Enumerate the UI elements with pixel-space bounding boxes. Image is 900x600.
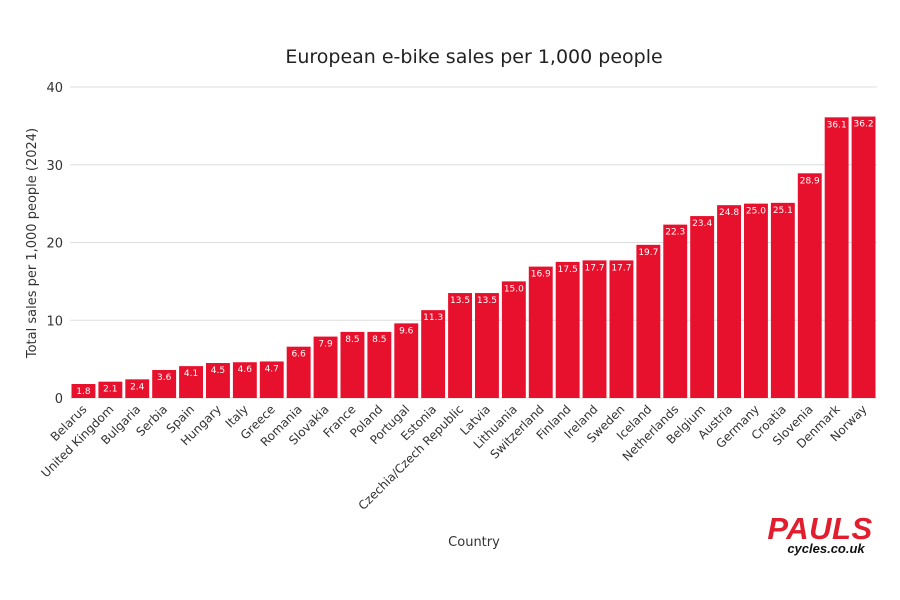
data-label: 3.6	[157, 373, 172, 383]
data-label: 13.5	[450, 296, 470, 306]
data-label: 8.5	[372, 335, 386, 345]
bar	[125, 379, 150, 398]
y-tick-label: 10	[46, 314, 63, 329]
y-tick-label: 30	[46, 159, 63, 174]
bar	[98, 381, 123, 398]
data-label: 17.7	[585, 263, 605, 273]
data-label: 15.0	[504, 284, 524, 294]
bar	[421, 310, 446, 398]
data-label: 22.3	[665, 228, 685, 238]
brand-logo: PAULS cycles.co.uk	[767, 511, 872, 556]
bar	[824, 117, 849, 398]
data-label: 9.6	[399, 326, 414, 336]
bar	[394, 323, 419, 398]
logo-domain: cycles.co.uk	[787, 541, 865, 556]
data-label: 25.0	[746, 207, 766, 217]
bar	[744, 203, 768, 398]
bar	[636, 244, 661, 398]
bar	[501, 281, 526, 398]
bar	[152, 370, 177, 398]
bar	[528, 266, 553, 398]
y-tick-label: 0	[55, 392, 63, 407]
bar	[232, 362, 257, 398]
data-label: 17.5	[558, 265, 578, 275]
bar	[770, 202, 795, 398]
data-label: 25.1	[773, 206, 793, 216]
data-label: 4.5	[211, 366, 225, 376]
bar	[797, 173, 822, 398]
bar	[206, 363, 230, 398]
data-label: 16.9	[531, 270, 551, 280]
y-tick-label: 40	[46, 81, 63, 96]
y-axis-label: Total sales per 1,000 people (2024)	[25, 128, 40, 359]
bar	[717, 205, 741, 398]
bar	[313, 336, 338, 398]
data-label: 11.3	[423, 313, 443, 323]
data-label: 2.1	[103, 385, 117, 395]
data-label: 36.1	[827, 120, 847, 130]
data-label: 2.4	[130, 382, 145, 392]
bar	[179, 366, 203, 398]
bar	[555, 261, 580, 398]
data-label: 28.9	[800, 176, 820, 186]
data-label: 4.6	[238, 365, 253, 375]
bar	[71, 384, 96, 398]
bar	[663, 224, 688, 398]
data-label: 4.1	[184, 369, 198, 379]
data-label: 7.9	[318, 340, 333, 350]
data-label: 17.7	[611, 263, 631, 273]
data-label: 6.6	[291, 350, 306, 360]
data-label: 1.8	[76, 387, 91, 397]
data-label: 24.8	[719, 208, 739, 218]
data-labels: 1.8 2.1 2.4 3.6 4.1 4.5 4.6 4.7 6.6 7.9 8.5 8.5 9.6 1…	[76, 120, 873, 397]
bar	[286, 346, 311, 398]
bar	[582, 260, 607, 398]
y-axis: 0 10 20 30 40	[46, 81, 63, 407]
gridlines	[70, 86, 877, 399]
data-label: 19.7	[638, 248, 658, 258]
data-label: 23.4	[692, 219, 712, 229]
chart-title: European e-bike sales per 1,000 people	[285, 46, 662, 68]
logo-name: PAULS	[767, 511, 872, 546]
bar	[690, 216, 715, 398]
bar	[609, 260, 634, 398]
data-label: 13.5	[477, 296, 497, 306]
data-label: 8.5	[345, 335, 359, 345]
data-label: 4.7	[265, 364, 279, 374]
bar	[851, 116, 876, 399]
bar	[448, 293, 472, 398]
bar	[259, 361, 284, 398]
bar	[475, 293, 499, 398]
x-axis-label: Country	[448, 535, 500, 550]
bar	[367, 331, 392, 398]
bar	[340, 331, 365, 398]
y-tick-label: 20	[46, 237, 63, 252]
data-label: 36.2	[854, 120, 874, 130]
bars	[71, 116, 876, 399]
